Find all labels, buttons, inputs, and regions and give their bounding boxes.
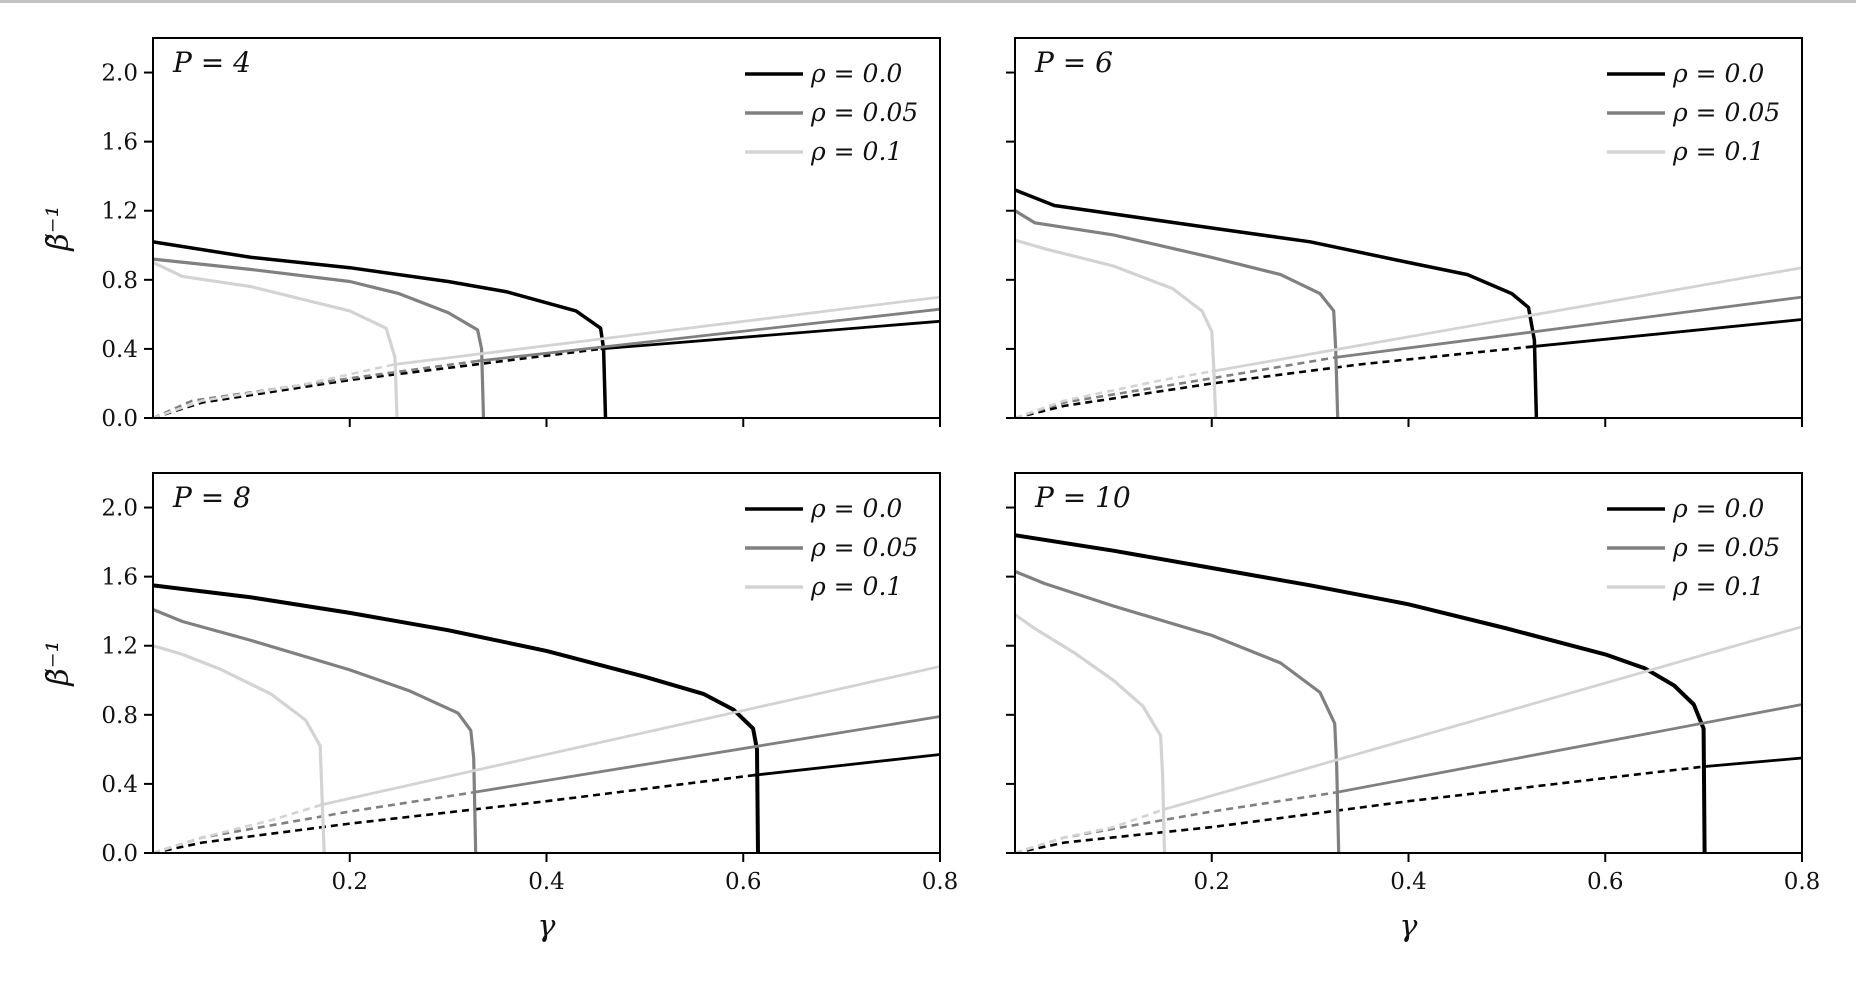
y-tick-label: 0.8 xyxy=(101,703,138,729)
y-tick-label: 0.4 xyxy=(101,337,138,363)
series-1-lower-solid xyxy=(752,753,940,777)
plot-frame xyxy=(1014,37,1803,419)
panel-label: P = 8 xyxy=(172,481,251,514)
series-1-upper xyxy=(1015,533,1707,853)
series-3-upper xyxy=(153,644,326,853)
series-2-lower-solid xyxy=(477,307,940,363)
series-3-lower-solid xyxy=(321,665,940,806)
series-3-upper xyxy=(1015,613,1167,853)
series-group xyxy=(1015,188,1802,418)
top-border xyxy=(0,0,1856,3)
series-3-lower-solid xyxy=(393,295,940,366)
series-1-lower-dashed xyxy=(1015,345,1527,418)
x-tick-label: 0.8 xyxy=(922,869,959,895)
series-1-upper xyxy=(1015,188,1539,418)
series-3-lower-solid xyxy=(1211,266,1802,373)
legend-label-2: ρ = 0.05 xyxy=(1672,533,1780,562)
legend-label-1: ρ = 0.0 xyxy=(810,494,902,523)
series-1-lower-dashed xyxy=(153,774,754,853)
legend-label-3: ρ = 0.1 xyxy=(810,572,902,601)
plot-frame xyxy=(1014,472,1803,854)
x-tick-label: 0.4 xyxy=(1390,869,1427,895)
series-3-lower-dashed xyxy=(1015,370,1213,418)
series-3-upper xyxy=(153,261,399,418)
series-2-lower-dashed xyxy=(1015,356,1335,418)
y-tick-label: 2.0 xyxy=(101,61,138,87)
plot-frame xyxy=(152,37,941,419)
series-group xyxy=(1015,533,1802,853)
x-axis-label: γ xyxy=(1400,909,1418,944)
series-2-upper xyxy=(1015,209,1340,418)
series-2-upper xyxy=(153,608,478,853)
y-tick-label: 0.4 xyxy=(101,772,138,798)
series-2-lower-solid xyxy=(1334,295,1802,359)
legend-label-2: ρ = 0.05 xyxy=(810,533,918,562)
series-group xyxy=(153,240,940,418)
series-1-upper xyxy=(153,583,760,853)
x-tick-label: 0.6 xyxy=(725,869,762,895)
legend-label-1: ρ = 0.0 xyxy=(1672,59,1764,88)
series-2-lower-solid xyxy=(1335,703,1802,794)
series-1-lower-solid xyxy=(600,319,940,351)
series-3-lower-dashed xyxy=(153,363,395,418)
y-axis-label: β̃⁻¹ xyxy=(41,205,76,251)
legend-label-2: ρ = 0.05 xyxy=(1672,98,1780,127)
y-tick-label: 1.2 xyxy=(101,199,138,225)
y-axis-label: β̃⁻¹ xyxy=(41,640,76,686)
panel-label: P = 6 xyxy=(1034,46,1113,79)
y-tick-label: 0.0 xyxy=(101,406,138,432)
panel-1: 0.0 0.4 0.8 1.2 1.6 2.0 β̃⁻¹ P = 4 ρ = 0.0 ρ = 0.… xyxy=(41,37,941,432)
y-tick-label: 0.0 xyxy=(101,841,138,867)
plot-frame xyxy=(152,472,941,854)
series-1-lower-dashed xyxy=(153,347,601,418)
x-tick-label: 0.4 xyxy=(528,869,565,895)
y-tick-label: 2.0 xyxy=(101,496,138,522)
x-tick-label: 0.2 xyxy=(1193,869,1230,895)
panel-2: P = 6 ρ = 0.0 ρ = 0.05 ρ = 0.1 xyxy=(1006,37,1803,427)
panel-label: P = 10 xyxy=(1034,481,1131,514)
series-1-lower-dashed xyxy=(1015,765,1704,853)
x-tick-label: 0.8 xyxy=(1784,869,1821,895)
legend-label-3: ρ = 0.1 xyxy=(1672,572,1764,601)
series-1-lower-solid xyxy=(1526,318,1802,349)
legend-label-1: ρ = 0.0 xyxy=(810,59,902,88)
x-tick-label: 0.2 xyxy=(331,869,368,895)
series-2-upper xyxy=(153,257,486,418)
panel-4: 0.2 0.4 0.6 0.8 γ P = 10 ρ = 0.0 ρ = 0.05 ρ = 0.… xyxy=(1006,472,1821,944)
series-3-lower-dashed xyxy=(1015,808,1164,853)
panel-label: P = 4 xyxy=(172,46,251,79)
y-tick-label: 1.6 xyxy=(101,565,138,591)
x-tick-label: 0.6 xyxy=(1587,869,1624,895)
y-tick-label: 1.6 xyxy=(101,130,138,156)
y-tick-label: 1.2 xyxy=(101,634,138,660)
y-tick-label: 0.8 xyxy=(101,268,138,294)
legend-label-3: ρ = 0.1 xyxy=(1672,137,1764,166)
series-3-lower-solid xyxy=(1162,625,1802,812)
series-3-upper xyxy=(1015,238,1218,418)
panel-3: 0.0 0.4 0.8 1.2 1.6 2.0 0.2 0.4 0.6 0.8 γ β̃⁻¹ P = 8… xyxy=(41,472,959,944)
series-group xyxy=(153,583,940,853)
legend-label-2: ρ = 0.05 xyxy=(810,98,918,127)
series-1-lower-solid xyxy=(1703,756,1802,768)
x-axis-label: γ xyxy=(538,909,556,944)
series-2-upper xyxy=(1015,570,1341,853)
series-2-lower-solid xyxy=(472,715,940,794)
legend-label-1: ρ = 0.0 xyxy=(1672,494,1764,523)
legend-label-3: ρ = 0.1 xyxy=(810,137,902,166)
series-3-lower-dashed xyxy=(153,803,323,853)
series-1-upper xyxy=(153,240,608,418)
